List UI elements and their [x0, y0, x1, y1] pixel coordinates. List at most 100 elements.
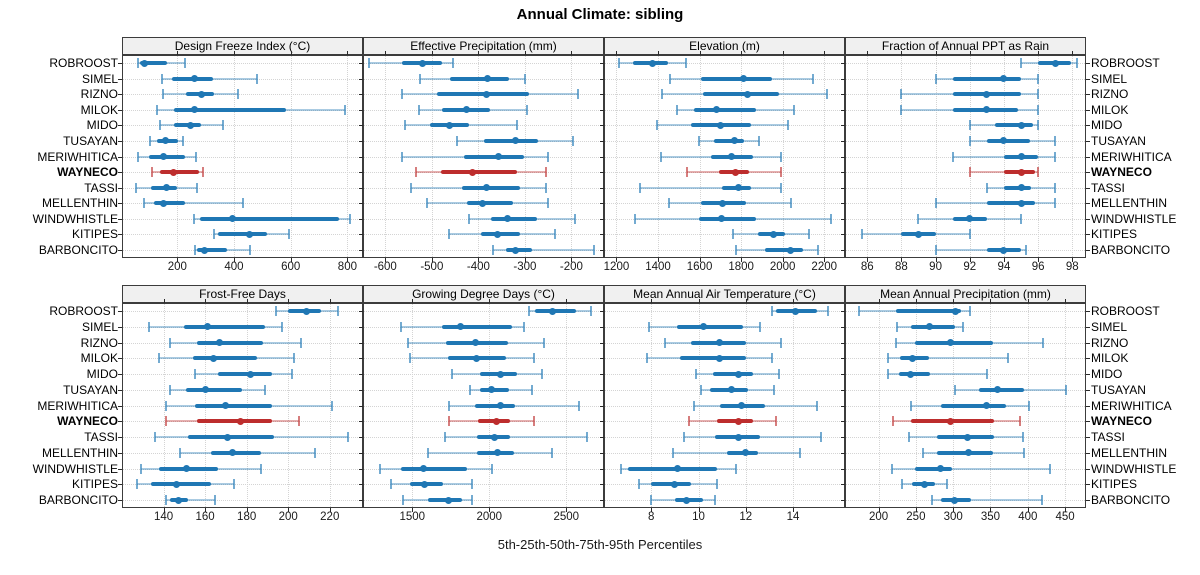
site-label-left-barboncito: BARBONCITO [38, 493, 118, 507]
whisker-cap-95th [1054, 151, 1057, 162]
axis-tick-top [901, 51, 903, 55]
whisker-cap-95th [812, 73, 814, 84]
iqr-25th-75th-tusayan [979, 387, 1025, 392]
median-dot-wayneco [169, 168, 177, 176]
whisker-cap-5th [896, 321, 899, 332]
median-dot-kitipes [494, 230, 502, 238]
axis-tick-bottom [741, 258, 743, 262]
axis-tick-label: 10 [692, 511, 705, 523]
axis-tick-bottom [478, 258, 480, 262]
whisker-cap-95th [249, 245, 252, 255]
whisker-cap-5th [968, 167, 971, 178]
row-tick-right [1086, 421, 1090, 423]
row-tick-left [841, 94, 845, 96]
iqr-25th-75th-milok [192, 356, 258, 361]
median-dot-milok [463, 106, 471, 114]
median-dot-tassi [482, 184, 490, 192]
whisker-cap-95th [221, 120, 224, 131]
row-tick-left [359, 342, 363, 344]
whisker-cap-95th [330, 400, 333, 411]
site-label-right-rizno: RIZNO [1091, 87, 1129, 102]
row-tick-left [841, 500, 845, 501]
axis-tick-bottom [163, 508, 165, 512]
median-dot-robroost [140, 59, 148, 67]
iqr-25th-75th-simel [952, 76, 1022, 81]
whisker-cap-5th [985, 182, 988, 193]
row-tick-right [1086, 468, 1090, 470]
median-dot-windwhistle [966, 215, 974, 223]
axis-tick-top [793, 299, 795, 303]
median-dot-meriwhitica [496, 402, 504, 409]
gridline-h [605, 468, 844, 470]
whisker-cap-95th [716, 479, 719, 490]
whisker-cap-5th [861, 229, 864, 240]
row-tick-right [1086, 172, 1090, 174]
median-dot-robroost [548, 307, 556, 315]
axis-tick-bottom [699, 258, 701, 262]
row-tick-right [1086, 311, 1090, 312]
axis-tick-top [990, 299, 992, 303]
whisker-cap-5th [650, 495, 653, 505]
axis-caption: 5th-25th-50th-75th-95th Percentiles [497, 537, 703, 552]
gridline-h [364, 125, 603, 127]
row-tick-right [1086, 326, 1090, 328]
axis-tick-top [867, 51, 869, 55]
site-label-right-windwhistle: WINDWHISTLE [1091, 211, 1177, 226]
axis-tick-label: 160 [195, 511, 215, 523]
whisker-cap-5th [931, 495, 934, 505]
site-label-left-robroost: ROBROOST [49, 56, 118, 70]
whisker-cap-5th [160, 73, 163, 84]
axis-tick-label: 98 [1065, 261, 1079, 273]
whisker-cap-5th [891, 463, 893, 474]
site-label-right-barboncito: BARBONCITO [1091, 493, 1171, 507]
site-label-right-robroost: ROBROOST [1091, 304, 1160, 318]
whisker-cap-95th [830, 213, 833, 224]
whisker-cap-95th [816, 245, 819, 255]
whisker-cap-95th [1037, 73, 1040, 84]
median-dot-rizno [983, 90, 991, 98]
axis-tick-label: 14 [786, 511, 800, 523]
whisker-cap-95th [592, 245, 595, 255]
row-tick-left [359, 125, 363, 127]
gridline-h [123, 78, 362, 80]
median-dot-mido [716, 121, 724, 129]
median-dot-barboncito [200, 246, 208, 254]
row-tick-left [359, 63, 363, 64]
axis-tick-top [824, 51, 826, 55]
whisker-cap-5th [527, 306, 530, 316]
whisker-cap-5th [193, 369, 196, 379]
site-label-right-tusayan: TUSAYAN [1091, 382, 1146, 397]
site-label-right-tusayan: TUSAYAN [1091, 133, 1146, 148]
whisker-cap-5th [154, 432, 157, 442]
whisker-cap-5th [402, 495, 405, 505]
gridline-h [846, 484, 1085, 486]
median-dot-mellenthin [160, 199, 168, 207]
axis-tick-top [412, 299, 414, 303]
iqr-25th-75th-windwhistle [401, 466, 467, 471]
axis-tick-top [745, 299, 747, 303]
iqr-25th-75th-mellenthin [726, 450, 758, 455]
median-dot-rizno [471, 339, 479, 346]
axis-tick-bottom [524, 258, 526, 262]
row-tick-left [118, 156, 122, 158]
whisker-cap-95th [490, 463, 493, 474]
row-tick-left [118, 421, 122, 423]
whisker-cap-95th [1006, 353, 1009, 364]
gridline-h [846, 125, 1085, 127]
row-tick-left [841, 358, 845, 360]
whisker-cap-5th [151, 167, 154, 178]
median-dot-kitipes [671, 480, 679, 488]
median-dot-tassi [162, 184, 170, 192]
iqr-25th-75th-mido [712, 372, 753, 376]
median-dot-mellenthin [494, 449, 502, 457]
axis-tick-label: -400 [466, 261, 490, 273]
axis-tick-top [478, 51, 480, 55]
row-tick-left [841, 468, 845, 470]
axis-tick-label: 1200 [603, 261, 630, 273]
whisker-cap-95th [985, 369, 988, 379]
axis-tick-bottom [824, 258, 826, 262]
row-tick-left [118, 234, 122, 236]
whisker-cap-95th [1019, 416, 1022, 427]
whisker-cap-5th [910, 400, 913, 411]
whisker-cap-5th [427, 447, 430, 458]
